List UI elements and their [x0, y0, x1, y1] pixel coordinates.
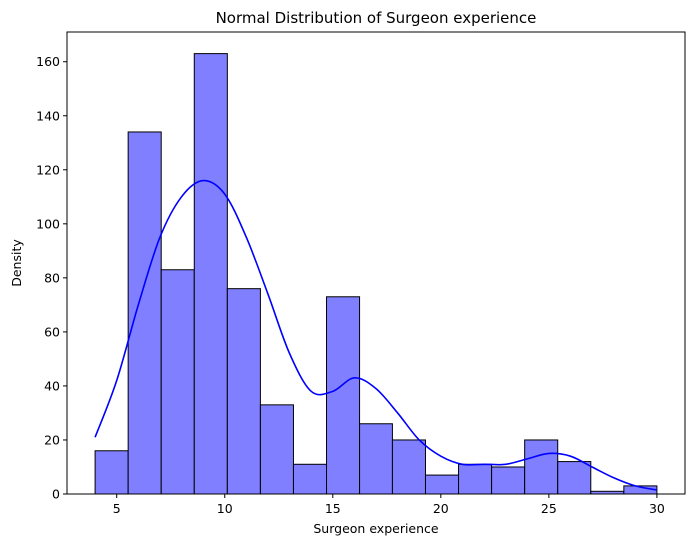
x-tick-label-25: 25 [541, 501, 557, 516]
y-tick-label-0: 0 [52, 487, 60, 502]
y-tick-label-80: 80 [44, 270, 60, 285]
bar-14 [524, 439, 559, 495]
x-tick-label-30: 30 [649, 501, 665, 516]
bar-4 [193, 53, 228, 495]
y-tick-label-40: 40 [44, 378, 60, 393]
x-axis: 5 10 15 20 25 30 [113, 494, 665, 516]
y-tick-label-120: 120 [36, 162, 60, 177]
y-tick-label-160: 160 [36, 54, 60, 69]
bar-8 [326, 296, 361, 495]
bar-10 [391, 439, 426, 495]
bar-6 [259, 404, 294, 495]
x-tick-label-20: 20 [433, 501, 449, 516]
bar-9 [359, 423, 393, 495]
y-axis-label: Density [9, 239, 24, 287]
y-tick-label-20: 20 [44, 432, 60, 447]
x-tick-label-15: 15 [325, 501, 341, 516]
y-axis: 0 20 40 60 80 100 120 140 160 [36, 54, 67, 502]
y-tick-label-140: 140 [36, 108, 60, 123]
y-tick-label-60: 60 [44, 324, 60, 339]
bar-13 [491, 466, 526, 495]
x-tick-label-5: 5 [113, 501, 121, 516]
plot-frame [66, 31, 686, 495]
bar-3 [160, 269, 195, 495]
x-tick-label-10: 10 [217, 501, 233, 516]
chart-title: Normal Distribution of Surgeon experienc… [216, 9, 537, 27]
bar-5 [226, 288, 261, 495]
bar-11 [424, 474, 460, 495]
bar-1 [94, 450, 129, 495]
bar-12 [458, 463, 493, 495]
bar-2 [127, 131, 162, 495]
x-axis-label: Surgeon experience [313, 521, 439, 536]
y-tick-label-100: 100 [36, 216, 60, 231]
bars-group [94, 53, 658, 495]
bar-15 [557, 461, 592, 495]
kde-curve [94, 179, 658, 491]
bar-7 [292, 463, 328, 495]
